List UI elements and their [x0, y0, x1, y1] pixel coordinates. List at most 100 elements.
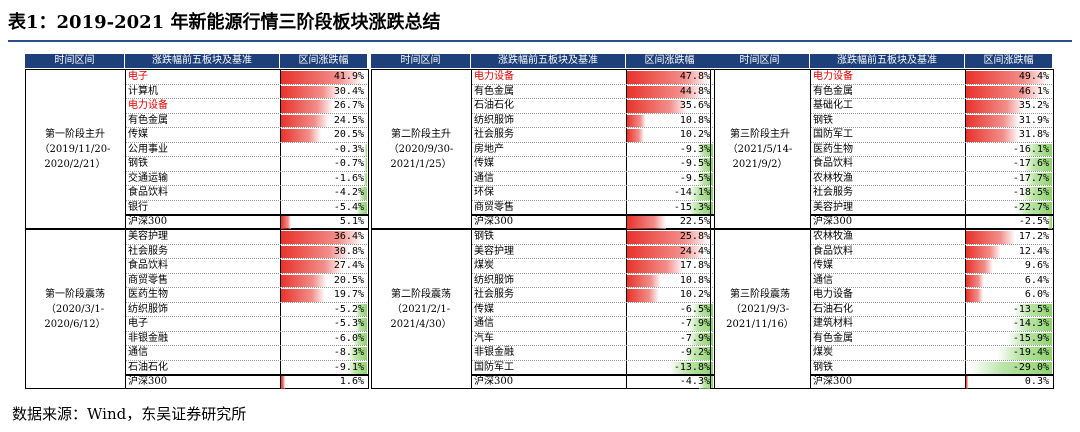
benchmark-separator — [125, 214, 368, 216]
change-value: 10.8% — [679, 114, 710, 126]
change-value: -1.6% — [333, 172, 364, 184]
change-bar — [966, 129, 1019, 142]
table-row: 汽车 -7.9% — [472, 332, 713, 346]
change-bar — [1022, 158, 1052, 171]
sector-name: 传媒 — [128, 129, 148, 140]
table-row: 社会服务 10.2% — [472, 128, 713, 143]
change-bar — [687, 318, 713, 331]
period-line: （2019/11/20- — [39, 143, 111, 155]
row-divider — [472, 98, 713, 99]
benchmark-separator — [810, 374, 1053, 376]
table-row: 非银金融 -6.0% — [126, 332, 367, 346]
sector-name: 食品饮料 — [128, 260, 168, 271]
change-bar — [281, 114, 329, 127]
table-row: 通信 -7.9% — [472, 317, 713, 332]
change-value: -4.2% — [333, 187, 364, 198]
change-bar — [627, 129, 645, 142]
change-bar — [627, 216, 666, 229]
change-bar — [966, 100, 1025, 113]
change-bar — [1022, 172, 1052, 185]
change-value: -5.3% — [333, 318, 364, 329]
row-divider — [126, 301, 367, 303]
row-divider — [811, 258, 1052, 259]
row-divider — [811, 359, 1052, 361]
change-bar — [353, 332, 367, 345]
change-value: -13.5% — [1012, 303, 1049, 315]
row-divider — [126, 272, 367, 274]
period-label: 第二阶段震荡 （2021/2/1- 2021/4/30） — [371, 229, 471, 389]
table-row: 食品饮料 -4.2% — [126, 186, 367, 201]
change-value: -7.9% — [679, 332, 710, 344]
row-divider — [472, 330, 713, 332]
performance-table: 时间区间 涨跌幅前五板块及基准 区间涨跌幅 时间区间 涨跌幅前五板块及基准 区间涨跌幅 时间… — [25, 54, 1054, 390]
row-divider — [811, 272, 1052, 274]
table-row: 纺织服饰 10.8% — [472, 114, 713, 128]
change-value: 12.4% — [1018, 245, 1049, 257]
change-bar — [281, 216, 291, 229]
row-divider — [811, 83, 1052, 85]
table-row: 商贸零售 -15.3% — [472, 201, 713, 216]
sector-name: 通信 — [474, 318, 494, 329]
change-bar — [966, 114, 1019, 127]
column-divider — [471, 229, 472, 389]
row-divider — [126, 112, 367, 114]
change-bar — [281, 289, 326, 302]
change-value: -9.5% — [679, 172, 710, 184]
sector-name: 通信 — [474, 172, 494, 184]
change-bar — [966, 85, 1043, 98]
change-value: -0.3% — [333, 143, 364, 155]
change-value: 30.4% — [333, 85, 364, 97]
sector-name: 食品饮料 — [128, 187, 168, 198]
change-value: -2.5% — [1018, 216, 1049, 227]
change-value: -22.7% — [1012, 201, 1049, 213]
change-value: -8.3% — [333, 347, 364, 358]
sector-name: 交通运输 — [128, 172, 168, 184]
change-bar — [1013, 303, 1052, 316]
column-divider — [125, 229, 126, 389]
row-divider — [811, 330, 1052, 332]
row-divider — [126, 170, 367, 172]
change-bar — [355, 303, 367, 316]
table-row: 医药生物 19.7% — [126, 288, 367, 303]
row-divider — [811, 301, 1052, 303]
row-divider — [811, 316, 1052, 317]
change-bar — [966, 71, 1048, 84]
sector-name: 银行 — [128, 201, 148, 213]
change-bar — [281, 85, 341, 98]
sector-name: 沪深300 — [474, 376, 514, 387]
table-block — [25, 229, 369, 389]
change-value: 10.2% — [679, 129, 710, 140]
row-divider — [126, 330, 367, 332]
column-divider — [626, 69, 627, 229]
table-row: 有色金属 24.5% — [126, 114, 367, 128]
row-divider — [811, 170, 1052, 172]
column-divider — [965, 69, 966, 229]
change-bar — [627, 71, 709, 84]
row-divider — [472, 359, 713, 361]
table-row: 食品饮料 27.4% — [126, 259, 367, 274]
row-divider — [126, 199, 367, 201]
table-row: 沪深300 -4.3% — [472, 375, 713, 390]
sector-name: 食品饮料 — [813, 245, 853, 257]
header-cell: 时间区间 — [371, 54, 471, 68]
table-row: 煤炭 17.8% — [472, 259, 713, 274]
change-bar — [1011, 318, 1052, 331]
change-value: 49.4% — [1018, 71, 1049, 82]
table-row: 社会服务 10.2% — [472, 288, 713, 303]
sector-name: 电力设备 — [813, 289, 853, 300]
sector-name: 有色金属 — [813, 332, 853, 344]
change-bar — [281, 129, 322, 142]
table-row: 沪深300 0.3% — [811, 375, 1052, 390]
sector-name: 钢铁 — [813, 361, 833, 373]
sector-name: 基础化工 — [813, 100, 853, 111]
sector-name: 社会服务 — [128, 245, 168, 257]
change-value: 24.4% — [679, 245, 710, 257]
header-cell: 时间区间 — [710, 54, 810, 68]
row-divider — [472, 316, 713, 317]
row-divider — [811, 112, 1052, 114]
change-bar — [627, 231, 709, 244]
period-line: （2021/5/14- — [727, 143, 793, 155]
table-block — [710, 229, 1054, 389]
row-divider — [126, 287, 367, 288]
change-bar — [688, 187, 713, 200]
